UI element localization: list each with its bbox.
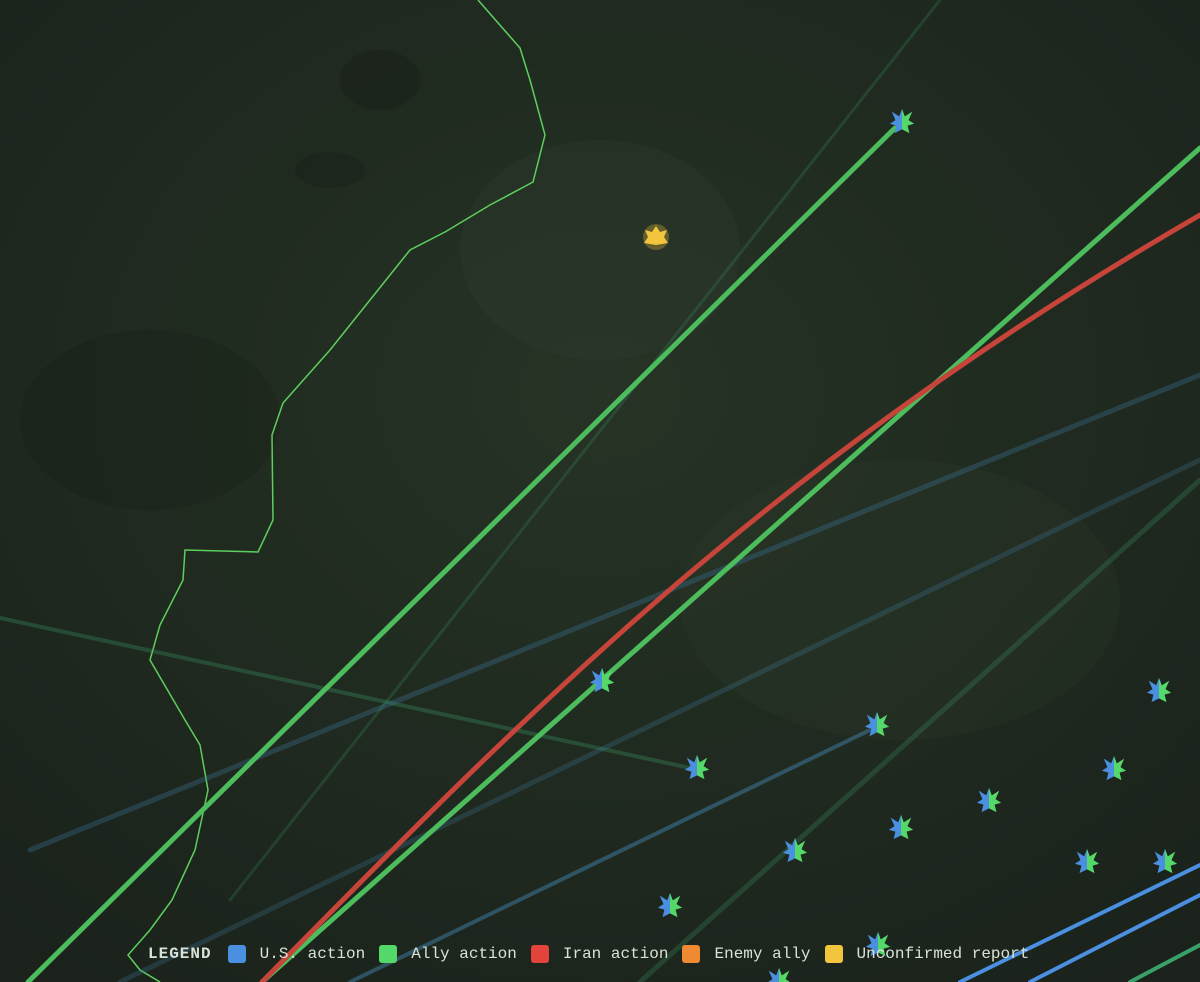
legend-label: Enemy ally [714, 945, 811, 963]
legend-swatch [227, 945, 246, 963]
legend-item: Iran action [530, 945, 669, 963]
terrain-shading [20, 50, 1120, 740]
legend-swatch [530, 945, 549, 963]
legend-label: U.S. action [259, 945, 366, 963]
legend-swatch [379, 945, 398, 963]
legend-swatch [682, 945, 701, 963]
legend: LEGEND U.S. action Ally action Iran action… [148, 941, 1043, 967]
legend-title: LEGEND [148, 945, 212, 963]
legend-item: Enemy ally [682, 945, 811, 963]
legend-swatch [824, 945, 843, 963]
legend-item: Unconfirmed report [824, 945, 1030, 963]
border [127, 0, 546, 982]
legend-label: Ally action [411, 945, 517, 963]
legend-item: U.S. action [227, 945, 366, 963]
legend-label: Iran action [562, 945, 669, 963]
tracks [25, 125, 1200, 982]
legend-label: Unconfirmed report [856, 945, 1030, 963]
unconfirmed-marker [643, 224, 669, 250]
legend-item: Ally action [379, 945, 517, 963]
